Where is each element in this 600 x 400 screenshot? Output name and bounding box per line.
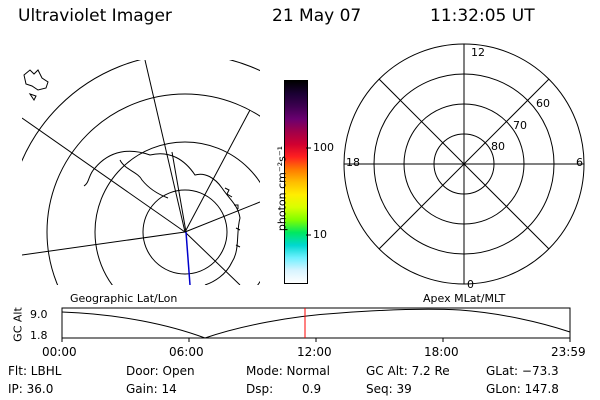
lat-circle (142, 189, 228, 275)
meridian-line (22, 231, 186, 256)
instrument-title: Ultraviolet Imager (18, 6, 172, 26)
coastline (119, 159, 169, 199)
mlat-circle (433, 133, 495, 195)
coastline (224, 187, 241, 248)
xtick-label-1800: 18:00 (424, 345, 459, 359)
mlat-circle (373, 73, 555, 255)
colorbar-unit-label: photon cm⁻²s⁻¹ (275, 145, 289, 232)
status-glon: GLon: 147.8 (486, 382, 559, 396)
xtick-label-0000: 00:00 (42, 345, 77, 359)
mlt-label-12: 12 (471, 46, 485, 59)
mlat-label-70: 70 (513, 119, 527, 132)
meridian-line (144, 60, 186, 233)
mlt-label-6: 6 (576, 156, 583, 169)
status-flt: Flt: LBHL (8, 364, 62, 378)
view-line (171, 151, 187, 233)
coastline (83, 167, 96, 187)
geo-caption: Geographic Lat/Lon (70, 292, 178, 305)
status-glat: GLat: −73.3 (486, 364, 559, 378)
altitude-ylabel: GC Alt (11, 307, 25, 342)
polar-caption: Apex MLat/MLT (423, 292, 506, 305)
coastline (28, 93, 37, 101)
meridian-line (184, 201, 260, 233)
xtick-label-0600: 06:00 (169, 345, 204, 359)
mlat-circle (343, 43, 585, 285)
mlat-circle (403, 103, 525, 225)
status-mode: Mode: Normal (246, 364, 330, 378)
ground-track (185, 231, 191, 286)
time-label: 11:32:05 UT (430, 6, 535, 26)
status-gain: Gain: 14 (126, 382, 177, 396)
mlt-label-18: 18 (346, 156, 360, 169)
mlat-label-80: 80 (491, 140, 505, 153)
meridian-line (184, 109, 251, 233)
colorbar (284, 80, 308, 284)
coastline (94, 150, 241, 285)
status-ip: IP: 36.0 (8, 382, 54, 396)
date-label: 21 May 07 (272, 6, 362, 26)
xtick-label-1200: 12:00 (297, 345, 332, 359)
status-gc-alt: GC Alt: 7.2 Re (366, 364, 450, 378)
mlt-line-diagonal (378, 78, 550, 250)
meridian-line (184, 231, 241, 285)
altitude-ytick-bottom: 1.8 (30, 329, 48, 342)
mlt-line-diagonal (378, 78, 550, 250)
altitude-ytick-top: 9.0 (30, 308, 48, 321)
colorbar-tick-10: 10 (313, 228, 327, 241)
status-dsp-label: Dsp: (246, 382, 274, 396)
status-seq: Seq: 39 (366, 382, 412, 396)
mlt-label-0: 0 (467, 278, 474, 291)
meridian-line (22, 117, 186, 233)
xtick-label-2359: 23:59 (551, 345, 586, 359)
status-door: Door: Open (126, 364, 195, 378)
status-dsp-value: 0.9 (302, 382, 322, 396)
coastline (23, 69, 49, 91)
altitude-plot-frame (61, 307, 571, 339)
mlat-label-60: 60 (536, 97, 550, 110)
colorbar-tick-100: 100 (313, 141, 334, 154)
altitude-curve (61, 308, 571, 339)
